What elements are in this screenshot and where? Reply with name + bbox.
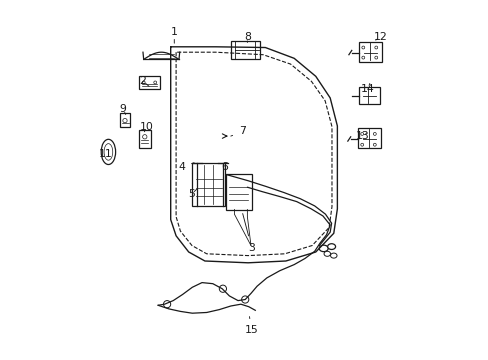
Text: 7: 7 — [230, 126, 245, 136]
Text: 5: 5 — [187, 189, 197, 199]
Text: 13: 13 — [355, 131, 369, 141]
Text: 12: 12 — [373, 32, 386, 42]
Ellipse shape — [319, 245, 327, 252]
Ellipse shape — [327, 244, 335, 249]
Text: 11: 11 — [99, 149, 113, 159]
Text: 14: 14 — [360, 84, 374, 94]
Text: 1: 1 — [170, 27, 177, 43]
Text: 15: 15 — [244, 316, 258, 336]
Text: 4: 4 — [178, 162, 194, 172]
Text: 6: 6 — [221, 162, 228, 172]
Text: 8: 8 — [244, 32, 250, 42]
Ellipse shape — [324, 251, 330, 256]
Bar — [358, 42, 381, 62]
Bar — [139, 76, 160, 89]
Bar — [225, 174, 251, 210]
Bar — [357, 128, 380, 148]
Ellipse shape — [101, 139, 115, 165]
Ellipse shape — [330, 253, 336, 258]
Text: 3: 3 — [242, 213, 255, 253]
Bar — [192, 163, 225, 206]
Bar — [230, 41, 260, 59]
Text: 9: 9 — [119, 104, 126, 114]
Bar — [139, 130, 150, 148]
Ellipse shape — [104, 144, 113, 160]
Bar — [120, 113, 129, 127]
Text: 10: 10 — [140, 122, 153, 132]
Bar — [358, 87, 379, 104]
Text: 2: 2 — [139, 76, 149, 86]
